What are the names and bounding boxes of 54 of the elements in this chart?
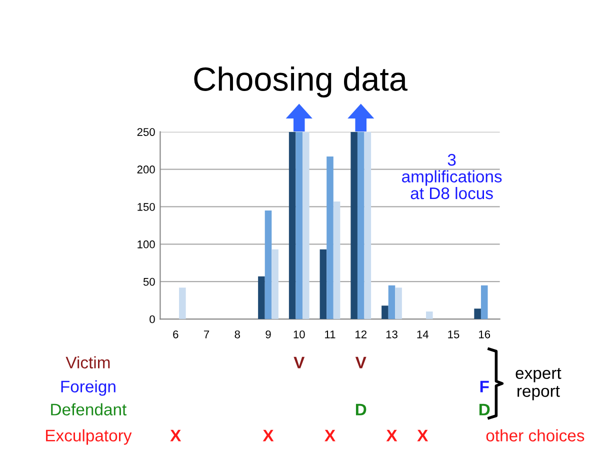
text: Defendant xyxy=(51,403,127,416)
x-tick-label: 8 xyxy=(234,330,240,338)
text: X xyxy=(170,430,182,442)
text: Foreign xyxy=(61,380,116,396)
text: Victim xyxy=(66,356,110,368)
bar xyxy=(179,288,186,320)
y-tick-label: 200 xyxy=(137,166,155,174)
bar xyxy=(474,308,481,320)
text: V xyxy=(294,356,305,368)
x-tick-label: 6 xyxy=(173,330,178,338)
x-tick-label: 10 xyxy=(294,330,305,338)
y-tick-label: 150 xyxy=(138,202,155,211)
y-tick-label: 100 xyxy=(138,240,155,248)
y-tick-label: 0 xyxy=(150,315,155,324)
x-tick-label: 14 xyxy=(417,330,428,338)
x-tick-label: 16 xyxy=(479,330,490,338)
bar xyxy=(320,249,327,320)
text: Exculpatory xyxy=(46,429,132,445)
text: other choices xyxy=(486,429,584,442)
text: X xyxy=(386,430,398,442)
text: D xyxy=(356,404,366,416)
bar xyxy=(350,132,358,320)
bar xyxy=(333,201,340,320)
x-tick-label: 9 xyxy=(266,330,271,338)
bar xyxy=(395,288,402,320)
bar xyxy=(388,285,396,320)
text: V xyxy=(355,356,366,368)
y-tick-label: 50 xyxy=(143,278,155,286)
bar xyxy=(288,132,296,320)
bar xyxy=(302,132,310,320)
y-tick-label: 250 xyxy=(137,128,155,136)
bar xyxy=(364,132,372,320)
text: F xyxy=(480,380,489,392)
text: expert report xyxy=(516,368,562,400)
bar xyxy=(426,312,433,320)
bar xyxy=(480,285,488,320)
annotation: 3 amplifications at D8 locus xyxy=(402,154,502,200)
x-tick-label: 11 xyxy=(325,330,336,338)
chart-title: Choosing data xyxy=(194,66,408,98)
text: X xyxy=(324,430,336,442)
bar xyxy=(258,276,265,320)
text: X xyxy=(262,430,274,442)
bar xyxy=(357,132,364,320)
bar xyxy=(272,249,278,320)
x-tick-label: 7 xyxy=(204,330,210,338)
bar xyxy=(382,306,388,320)
text: X xyxy=(417,430,428,442)
x-tick-label: 13 xyxy=(386,330,398,338)
bar xyxy=(296,132,303,320)
bar xyxy=(326,156,334,320)
x-tick-label: 12 xyxy=(356,330,366,338)
x-tick-label: 15 xyxy=(448,330,460,338)
text: D xyxy=(479,404,490,416)
bar xyxy=(264,210,272,320)
